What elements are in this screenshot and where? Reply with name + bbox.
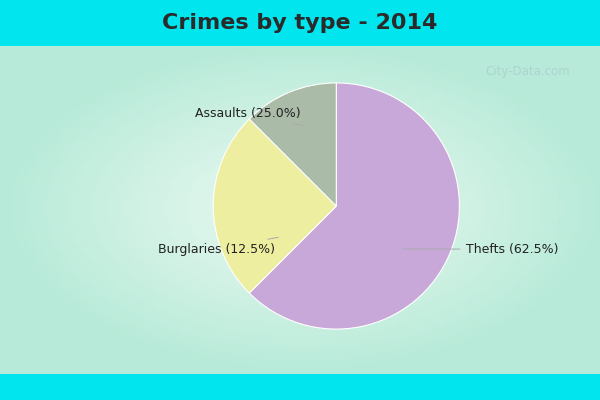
Wedge shape <box>213 119 337 293</box>
Text: Crimes by type - 2014: Crimes by type - 2014 <box>163 13 437 33</box>
Wedge shape <box>249 83 460 329</box>
Wedge shape <box>249 83 337 206</box>
Text: Assaults (25.0%): Assaults (25.0%) <box>195 107 303 126</box>
Text: City-Data.com: City-Data.com <box>485 66 571 78</box>
Text: Thefts (62.5%): Thefts (62.5%) <box>403 242 558 256</box>
Text: Burglaries (12.5%): Burglaries (12.5%) <box>158 237 278 256</box>
